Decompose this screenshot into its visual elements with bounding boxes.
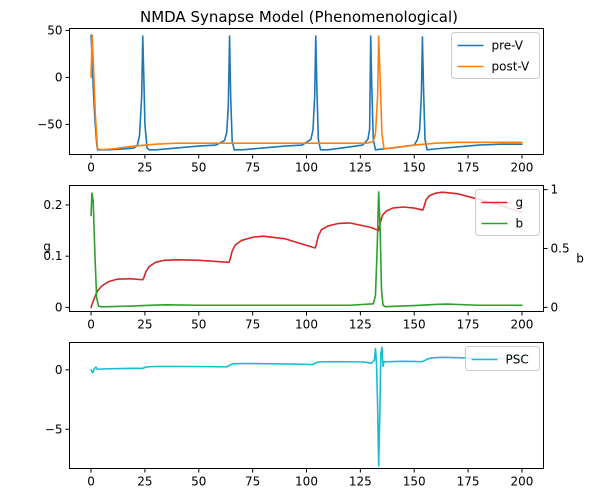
legend-frame	[475, 189, 540, 236]
y-tick-label: 50	[47, 23, 62, 37]
y2-tick-label: 0.5	[551, 242, 570, 256]
x-tick-label: 125	[349, 161, 372, 175]
legend-label: g	[516, 196, 524, 210]
y2-axis-label: b	[576, 252, 584, 266]
plot-area-conductance	[69, 185, 544, 312]
y-tick-label: 0.2	[43, 198, 62, 212]
x-tick-label: 150	[403, 161, 426, 175]
series-line-b	[90, 191, 523, 308]
x-tick-label: 175	[457, 318, 480, 332]
legend: gb	[475, 189, 540, 236]
x-tick-label: 200	[511, 318, 534, 332]
figure-title: NMDA Synapse Model (Phenomenological)	[140, 8, 458, 26]
legend: pre-V post-V	[451, 32, 540, 79]
x-tick-label: 175	[457, 475, 480, 489]
x-tick-label: 75	[245, 161, 260, 175]
x-tick-label: 25	[137, 161, 152, 175]
y-tick-label: −5	[45, 422, 63, 436]
series-line-pre-v	[90, 34, 523, 151]
legend-label: pre-V	[492, 39, 524, 53]
x-tick-label: 100	[295, 161, 318, 175]
x-tick-label: 75	[245, 475, 260, 489]
x-tick-label: 175	[457, 161, 480, 175]
x-tick-label: 50	[191, 475, 206, 489]
y-tick-label: 0	[55, 363, 63, 377]
x-tick-label: 100	[295, 318, 318, 332]
y-axis-label: g	[43, 240, 51, 254]
x-tick-label: 75	[245, 318, 260, 332]
x-tick-label: 25	[137, 318, 152, 332]
panel-membrane-voltage: 0 25 50 75 100 125 150 175 200 50 0 −50 pre-V post-V	[37, 23, 544, 175]
y-tick-label: 0	[55, 300, 63, 314]
x-tick-label: 125	[349, 475, 372, 489]
x-tick-label: 150	[403, 475, 426, 489]
x-tick-label: 25	[137, 475, 152, 489]
y2-tick-label: 1	[551, 183, 559, 197]
series-line-psc	[90, 346, 523, 467]
x-tick-label: 125	[349, 318, 372, 332]
y-tick-label: 0.1	[43, 249, 62, 263]
x-tick-label: 150	[403, 318, 426, 332]
legend-frame	[465, 346, 540, 371]
x-tick-label: 200	[511, 475, 534, 489]
y-tick-label: −50	[37, 117, 62, 131]
legend: PSC	[465, 346, 540, 371]
legend-label: b	[516, 217, 524, 231]
x-tick-label: 0	[87, 161, 95, 175]
y-tick-label: 0	[55, 70, 63, 84]
legend-label: post-V	[492, 60, 531, 74]
y2-tick-label: 0	[551, 300, 559, 314]
x-tick-label: 50	[191, 161, 206, 175]
x-tick-label: 100	[295, 475, 318, 489]
legend-label: PSC	[506, 353, 529, 367]
x-tick-label: 200	[511, 161, 534, 175]
series-line-g	[90, 191, 523, 309]
series-line-post-v	[90, 34, 523, 151]
x-tick-label: 0	[87, 475, 95, 489]
x-tick-label: 50	[191, 318, 206, 332]
x-tick-label: 0	[87, 318, 95, 332]
panel-postsynaptic-current: 0 25 50 75 100 125 150 175 200 0 −5 PSC	[45, 342, 544, 489]
